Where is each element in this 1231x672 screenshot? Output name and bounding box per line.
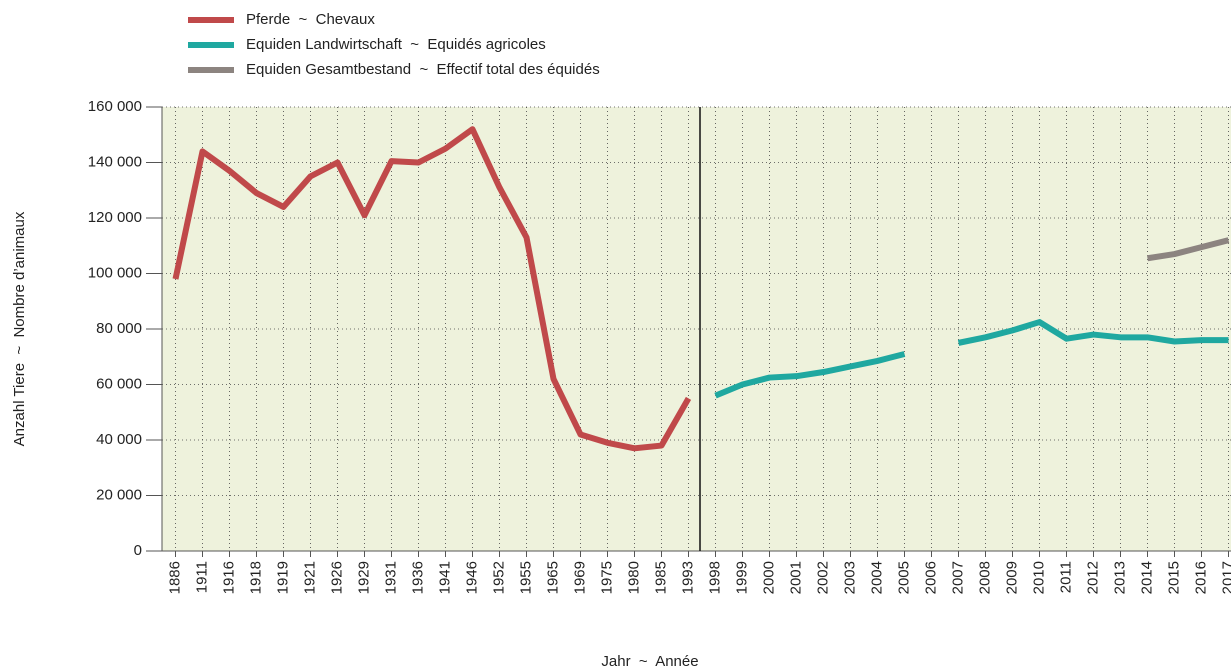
- legend-label: Equiden Gesamtbestand ~ Effectif total d…: [246, 61, 600, 78]
- y-tick-label: 100 000: [88, 264, 142, 281]
- legend-label: Pferde ~ Chevaux: [246, 11, 375, 28]
- x-tick-label: 2006: [922, 561, 939, 594]
- series-line: [714, 319, 1229, 399]
- x-tick-label: 1952: [490, 561, 507, 594]
- x-tick-label: 1998: [706, 561, 723, 594]
- x-tick-label: 2014: [1138, 561, 1155, 594]
- y-axis-label: Anzahl Tiere ~ Nombre d’animaux: [11, 211, 28, 446]
- y-tick-label: 140 000: [88, 153, 142, 170]
- x-tick-label: 2017: [1219, 561, 1231, 594]
- x-tick-label: 1886: [166, 561, 183, 594]
- x-tick-label: 2015: [1165, 561, 1182, 594]
- x-tick-label: 2008: [976, 561, 993, 594]
- x-tick-label: 2016: [1192, 561, 1209, 594]
- y-tick-label: 20 000: [96, 486, 142, 503]
- x-tick-label: 2007: [949, 561, 966, 594]
- y-tick-label: 80 000: [96, 320, 142, 337]
- x-tick-label: 1941: [436, 561, 453, 594]
- x-tick-label: 2004: [868, 561, 885, 594]
- legend-label: Equiden Landwirtschaft ~ Equidés agricol…: [246, 36, 546, 53]
- x-tick-label: 1916: [220, 561, 237, 594]
- y-tick-label: 160 000: [88, 98, 142, 115]
- x-tick-label: 1980: [625, 561, 642, 594]
- x-tick-label: 2009: [1003, 561, 1020, 594]
- x-tick-label: 1955: [517, 561, 534, 594]
- x-tick-label: 2012: [1084, 561, 1101, 594]
- y-tick-label: 120 000: [88, 209, 142, 226]
- series-line: [172, 126, 692, 452]
- x-tick-label: 1921: [301, 561, 318, 594]
- series-line: [1147, 237, 1230, 262]
- x-tick-label: 1918: [247, 561, 264, 594]
- x-tick-label: 1993: [679, 561, 696, 594]
- x-tick-label: 1969: [571, 561, 588, 594]
- x-tick-label: 2010: [1030, 561, 1047, 594]
- x-tick-label: 1975: [598, 561, 615, 594]
- x-tick-label: 2000: [760, 561, 777, 594]
- y-tick-label: 0: [134, 542, 142, 559]
- x-tick-label: 1911: [193, 561, 210, 593]
- x-tick-label: 1929: [355, 561, 372, 594]
- x-tick-label: 2002: [814, 561, 831, 594]
- x-tick-label: 2001: [787, 561, 804, 594]
- x-tick-label: 1919: [274, 561, 291, 594]
- x-tick-label: 1946: [463, 561, 480, 594]
- x-axis-label: Jahr ~ Année: [601, 653, 698, 670]
- x-tick-label: 2013: [1111, 561, 1128, 594]
- y-tick-label: 40 000: [96, 431, 142, 448]
- x-tick-label: 1985: [652, 561, 669, 594]
- x-tick-label: 2003: [841, 561, 858, 594]
- x-tick-label: 2011: [1057, 561, 1074, 593]
- x-tick-label: 1931: [382, 561, 399, 594]
- x-tick-label: 1926: [328, 561, 345, 594]
- y-tick-label: 60 000: [96, 375, 142, 392]
- x-tick-label: 1936: [409, 561, 426, 594]
- x-tick-label: 1965: [544, 561, 561, 594]
- x-tick-label: 1999: [733, 561, 750, 594]
- x-tick-label: 2005: [895, 561, 912, 594]
